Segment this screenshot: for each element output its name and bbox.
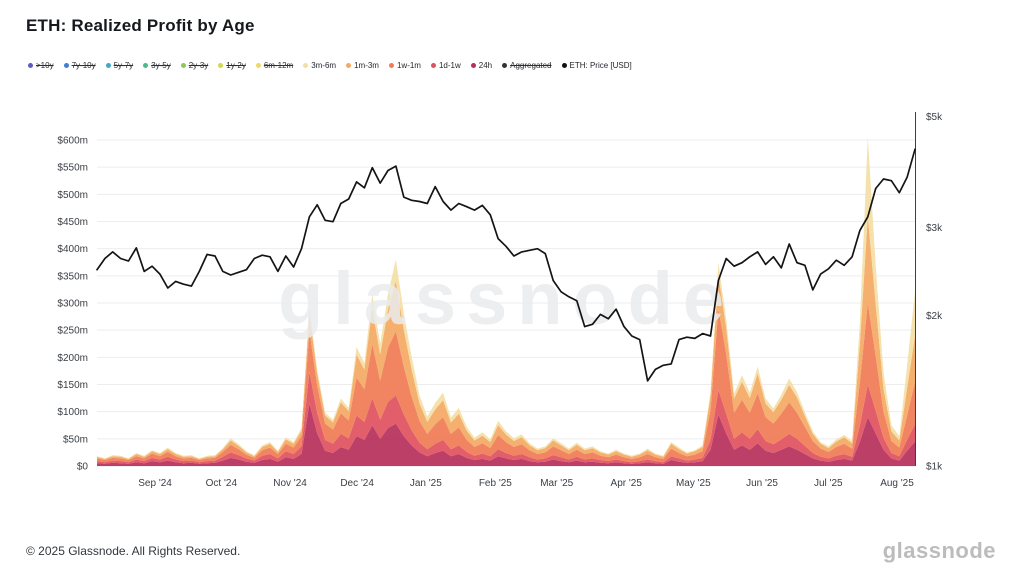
legend-dot-icon (346, 63, 352, 68)
x-axis-label: Jul '25 (814, 478, 843, 489)
y-axis-label-left: $250m (57, 326, 88, 337)
legend-item-label: 1m-3m (354, 61, 379, 70)
legend-item-1m-3m[interactable]: 1m-3m (346, 61, 379, 70)
y-axis-label-left: $500m (57, 190, 88, 201)
x-axis-label: Apr '25 (611, 478, 643, 489)
watermark: glassnode (278, 257, 734, 340)
y-axis-label-right: $5k (926, 112, 943, 123)
legend-item-6m-12m[interactable]: 6m-12m (255, 61, 294, 70)
legend-item-label: 2y-3y (188, 61, 209, 70)
legend-item-5y-7y[interactable]: 5y-7y (105, 61, 134, 70)
legend-item-label: 3m-6m (311, 61, 337, 70)
legend-item-3m-6m[interactable]: 3m-6m (303, 61, 336, 70)
y-axis-label-right: $3k (926, 223, 943, 234)
chart-title: ETH: Realized Profit by Age (26, 16, 255, 35)
legend-item-3y-5y[interactable]: 3y-5y (143, 61, 171, 70)
legend-dot-icon (218, 63, 224, 68)
legend-item-24h[interactable]: 24h (470, 61, 493, 70)
legend-dot-icon (105, 63, 111, 68)
legend-item-label: 24h (478, 61, 493, 70)
legend-item-label: Aggregated (510, 61, 552, 70)
legend-item-label: 3y-5y (151, 61, 171, 70)
legend-item-label: >10y (36, 61, 54, 70)
legend-dot-icon (63, 63, 69, 68)
legend-item-label: 6m-12m (263, 61, 294, 70)
legend-item-2y-3y[interactable]: 2y-3y (180, 61, 209, 70)
legend: >10y 7y-10y 5y-7y 3y-5y 2y-3y 1y-2y 6m-12m 3m-6… (28, 61, 632, 70)
y-axis-label-right: $1k (926, 462, 943, 473)
legend-dot-icon (430, 63, 436, 68)
legend-dot-icon (143, 63, 149, 68)
y-axis-label-left: $550m (57, 163, 88, 174)
legend-item-10y[interactable]: >10y (28, 61, 54, 70)
legend-dot-icon (502, 63, 508, 68)
legend-item-aggregated[interactable]: Aggregated (502, 61, 552, 70)
legend-item-label: 1y-2y (226, 61, 246, 70)
y-axis-label-left: $400m (57, 244, 88, 255)
x-axis-label: Mar '25 (540, 478, 573, 489)
footer-copyright: © 2025 Glassnode. All Rights Reserved. (26, 544, 241, 558)
y-axis-label-left: $150m (57, 380, 88, 391)
y-axis-label-left: $350m (57, 271, 88, 282)
legend-item-eth-price-usd[interactable]: ETH: Price [USD] (561, 61, 632, 70)
area-24h (97, 403, 915, 466)
y-axis-label-left: $100m (57, 407, 88, 418)
legend-dot-icon (561, 63, 567, 68)
legend-dot-icon (388, 63, 394, 68)
y-axis-label-left: $50m (63, 434, 88, 445)
x-axis-label: Sep '24 (138, 478, 172, 489)
legend-dot-icon (180, 63, 186, 68)
legend-item-label: 5y-7y (113, 61, 134, 70)
x-axis-label: Feb '25 (479, 478, 512, 489)
legend-item-label: ETH: Price [USD] (569, 61, 632, 70)
legend-item-1y-2y[interactable]: 1y-2y (218, 61, 246, 70)
y-axis-label-left: $200m (57, 353, 88, 364)
legend-dot-icon (255, 63, 261, 68)
x-axis-label: Nov '24 (273, 478, 307, 489)
y-axis-label-left: $600m (57, 136, 88, 147)
legend-dot-icon (470, 63, 476, 68)
legend-dot-icon (28, 63, 33, 68)
x-axis-label: Aug '25 (880, 478, 914, 489)
x-axis-label: Oct '24 (206, 478, 238, 489)
x-axis-label: Jan '25 (410, 478, 442, 489)
y-axis-label-left: $300m (57, 299, 88, 310)
x-axis-label: May '25 (676, 478, 711, 489)
y-axis-label-left: $450m (57, 217, 88, 228)
legend-item-label: 1d-1w (438, 61, 461, 70)
y-axis-label-right: $2k (926, 311, 943, 322)
area-1d-1w (97, 372, 915, 464)
x-axis-label: Dec '24 (340, 478, 374, 489)
area-1m-3m (97, 216, 915, 460)
brand-logo[interactable]: glassnode (882, 538, 996, 563)
y-axis-label-left: $0 (77, 462, 89, 473)
legend-item-1w-1m[interactable]: 1w-1m (388, 61, 421, 70)
legend-item-7y-10y[interactable]: 7y-10y (63, 61, 96, 70)
x-axis-label: Jun '25 (746, 478, 778, 489)
legend-item-1d-1w[interactable]: 1d-1w (430, 61, 461, 70)
legend-item-label: 7y-10y (71, 61, 96, 70)
legend-item-label: 1w-1m (396, 61, 421, 70)
area-1w-1m (97, 303, 915, 463)
legend-dot-icon (303, 63, 309, 68)
price-line (96, 148, 916, 382)
